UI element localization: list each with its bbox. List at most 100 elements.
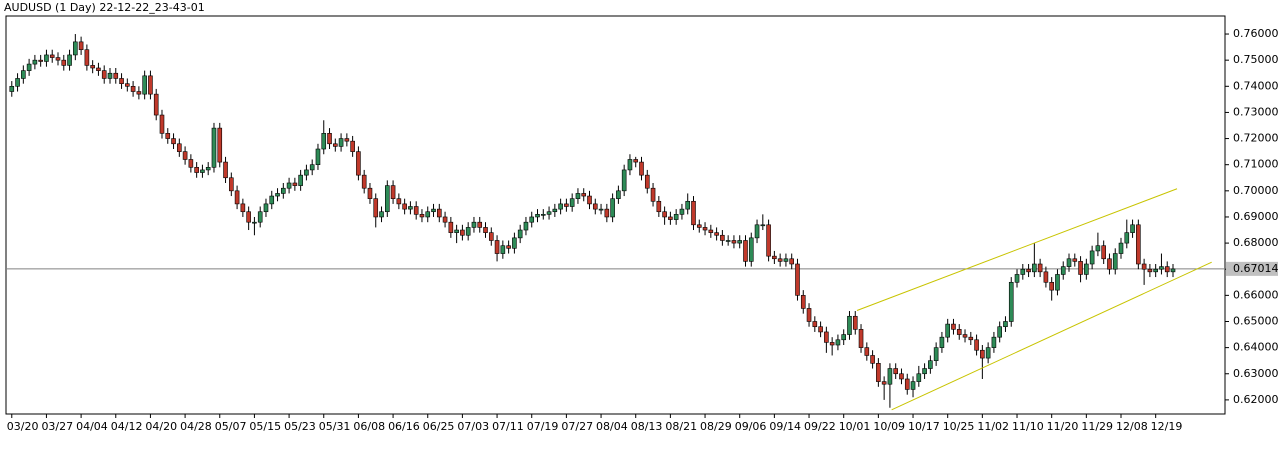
candle-body — [795, 263, 800, 296]
x-tick-label: 08/04 — [596, 420, 628, 433]
candle-body — [49, 54, 55, 58]
candle-body — [298, 174, 303, 186]
candle-body — [338, 138, 344, 147]
candle-body — [517, 229, 523, 239]
candle-body — [956, 329, 962, 335]
candle-body — [211, 127, 217, 168]
candle-body — [379, 211, 384, 218]
candle-body — [78, 41, 84, 51]
candle-body — [535, 214, 540, 218]
candle-body — [44, 54, 49, 62]
candle-body — [419, 214, 425, 218]
candle-body — [506, 245, 511, 249]
candle-body — [650, 187, 656, 202]
candle-body — [835, 339, 841, 346]
candle-body — [985, 347, 991, 359]
candle-body — [182, 151, 188, 160]
candle-body — [159, 114, 165, 134]
y-tick-label: 0.70000 — [1233, 184, 1279, 197]
x-tick-label: 09/14 — [769, 420, 801, 433]
x-tick-label: 04/12 — [111, 420, 143, 433]
candle-body — [546, 211, 552, 215]
candle-body — [887, 368, 893, 385]
last-price-label: 0.67014 — [1233, 262, 1279, 275]
candle-body — [269, 195, 275, 205]
candle-body — [90, 65, 95, 69]
candle-body — [644, 174, 650, 189]
candle-body — [113, 72, 119, 79]
candle-body — [1147, 268, 1153, 273]
candle-body — [945, 323, 950, 338]
candle-body — [1043, 271, 1049, 283]
candle-body — [223, 161, 228, 179]
x-tick-label: 03/27 — [41, 420, 73, 433]
candle-body — [477, 221, 483, 228]
candle-body — [968, 336, 974, 341]
candle-body — [673, 214, 679, 220]
x-tick-label: 05/15 — [249, 420, 281, 433]
candle-body — [1153, 268, 1158, 273]
candle-body — [26, 63, 32, 71]
candle-body — [529, 216, 535, 223]
candle-body — [15, 78, 20, 87]
candle-body — [32, 59, 38, 65]
trendline — [891, 261, 1212, 411]
candle-body — [841, 334, 847, 341]
x-tick-label: 04/20 — [145, 420, 177, 433]
candle-body — [829, 342, 835, 346]
candle-body — [731, 240, 737, 244]
candle-body — [130, 85, 136, 92]
candle-body — [465, 227, 471, 236]
candle-body — [119, 78, 124, 84]
candle-body — [772, 255, 777, 260]
candle-body — [806, 308, 812, 322]
x-tick-label: 11/02 — [977, 420, 1009, 433]
x-tick-label: 09/22 — [804, 420, 836, 433]
candle-body — [679, 208, 685, 215]
candle-body — [737, 240, 743, 244]
candle-body — [436, 208, 442, 218]
candle-body — [870, 355, 875, 364]
candle-body — [1159, 266, 1164, 270]
candle-body — [1141, 263, 1147, 270]
candle-body — [356, 151, 361, 176]
candle-body — [200, 169, 205, 173]
candle-body — [327, 133, 332, 145]
candle-body — [107, 72, 113, 79]
candle-body — [483, 227, 488, 233]
candle-body — [569, 198, 575, 207]
x-tick-label: 07/27 — [561, 420, 593, 433]
candle-body — [96, 67, 101, 71]
candle-body — [1084, 263, 1089, 275]
x-tick-label: 09/06 — [735, 420, 767, 433]
candle-body — [685, 200, 691, 210]
candle-body — [148, 75, 153, 95]
y-tick-label: 0.69000 — [1233, 210, 1279, 223]
candle-body — [621, 169, 627, 192]
candle-body — [974, 339, 979, 351]
candle-body — [73, 41, 78, 56]
candle-body — [38, 59, 43, 62]
candle-body — [234, 190, 240, 205]
x-tick-label: 11/10 — [1012, 420, 1044, 433]
candle-body — [512, 237, 517, 249]
candle-body — [448, 221, 454, 233]
candle-body — [240, 203, 246, 213]
x-tick-label: 06/25 — [423, 420, 455, 433]
candle-body — [1136, 224, 1141, 265]
candle-body — [598, 208, 604, 211]
candle-body — [864, 347, 870, 356]
x-tick-label: 07/03 — [457, 420, 489, 433]
x-tick-label: 10/09 — [873, 420, 905, 433]
x-tick-label: 05/23 — [284, 420, 316, 433]
candle-body — [552, 208, 558, 213]
y-tick-label: 0.66000 — [1233, 288, 1279, 301]
candle-body — [9, 85, 15, 92]
candle-body — [55, 57, 61, 61]
candle-body — [350, 140, 355, 152]
candle-body — [1101, 245, 1106, 260]
candle-body — [425, 211, 431, 218]
candle-body — [217, 127, 223, 163]
y-tick-label: 0.73000 — [1233, 105, 1279, 118]
candle-body — [592, 203, 598, 210]
